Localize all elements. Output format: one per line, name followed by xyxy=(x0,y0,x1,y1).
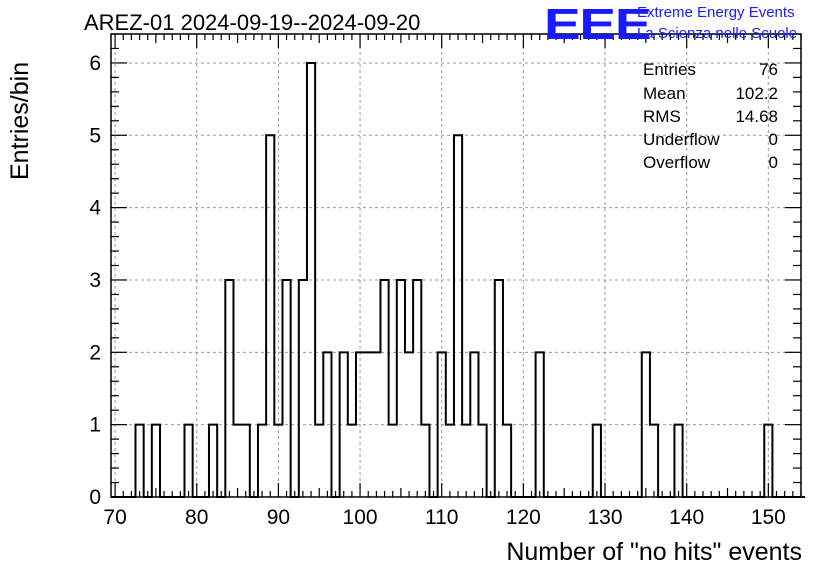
histogram-bin xyxy=(315,425,323,497)
stats-rms-value: 14.68 xyxy=(735,107,778,126)
histogram-bin xyxy=(258,425,266,497)
y-tick-label: 1 xyxy=(89,414,101,437)
histogram-bin xyxy=(495,280,503,497)
y-tick-label: 4 xyxy=(89,197,101,220)
histogram-bin xyxy=(421,425,429,497)
stats-mean-value: 102.2 xyxy=(735,84,778,103)
stats-rms-label: RMS xyxy=(643,107,681,126)
x-axis-label: Number of "no hits" events xyxy=(506,538,802,566)
y-tick-label: 2 xyxy=(89,341,101,364)
org-name-line2: La Scienza nelle Scuole xyxy=(637,25,798,42)
histogram-bin xyxy=(413,280,421,497)
y-tick-label: 0 xyxy=(89,486,101,509)
stats-overflow-label: Overflow xyxy=(643,153,711,172)
histogram-bin xyxy=(242,425,250,497)
org-name-line1: Extreme Energy Events xyxy=(637,4,795,21)
chart-title: AREZ-01 2024-09-19--2024-09-20 xyxy=(84,10,421,35)
histogram-bin xyxy=(593,425,601,497)
x-tick-label: 100 xyxy=(343,506,378,529)
histogram-bin xyxy=(299,280,307,497)
y-tick-label: 6 xyxy=(89,52,101,75)
stats-entries-value: 76 xyxy=(759,60,778,79)
stats-overflow-value: 0 xyxy=(768,153,778,172)
y-axis-label: Entries/bin xyxy=(6,61,34,180)
histogram-bin xyxy=(397,280,405,497)
histogram-bin xyxy=(209,425,217,497)
histogram-bin xyxy=(674,425,682,497)
stats-underflow-label: Underflow xyxy=(643,130,720,149)
histogram-bin xyxy=(152,425,160,497)
y-tick-label: 3 xyxy=(89,269,101,292)
stats-mean-label: Mean xyxy=(643,84,686,103)
x-tick-label: 150 xyxy=(751,506,786,529)
stats-underflow-value: 0 xyxy=(768,130,778,149)
axes-layer: 70 80 90 100 110 120 130 140 150 0 1 2 3 4 5 6 xyxy=(89,33,802,529)
histogram-bin xyxy=(225,280,233,497)
histogram-bin xyxy=(348,425,356,497)
histogram-bars xyxy=(111,61,806,498)
histogram-bin xyxy=(503,425,511,497)
histogram-bin xyxy=(266,135,274,497)
histogram-bin xyxy=(446,425,454,497)
eee-logo: EEE xyxy=(544,0,652,49)
histogram-bin xyxy=(233,425,241,497)
histogram-bin xyxy=(478,425,486,497)
histogram-bin xyxy=(650,425,658,497)
plot-frame xyxy=(110,33,802,498)
histogram-bin xyxy=(454,135,462,497)
stats-entries-label: Entries xyxy=(643,60,696,79)
x-tick-label: 120 xyxy=(506,506,541,529)
histogram-bin xyxy=(184,425,192,497)
x-tick-label: 130 xyxy=(588,506,623,529)
histogram-bin xyxy=(380,280,388,497)
histogram-bin xyxy=(135,425,143,497)
x-tick-label: 70 xyxy=(103,506,126,529)
x-tick-label: 110 xyxy=(425,506,458,529)
histogram-bin xyxy=(282,280,290,497)
x-tick-label: 90 xyxy=(267,506,290,529)
x-tick-label: 140 xyxy=(669,506,704,529)
x-tick-label: 80 xyxy=(185,506,208,529)
histogram-bin xyxy=(389,425,397,497)
histogram-outline xyxy=(111,61,806,498)
histogram-bin xyxy=(462,425,470,497)
grid-layer xyxy=(111,34,801,497)
y-tick-label: 5 xyxy=(89,124,101,147)
